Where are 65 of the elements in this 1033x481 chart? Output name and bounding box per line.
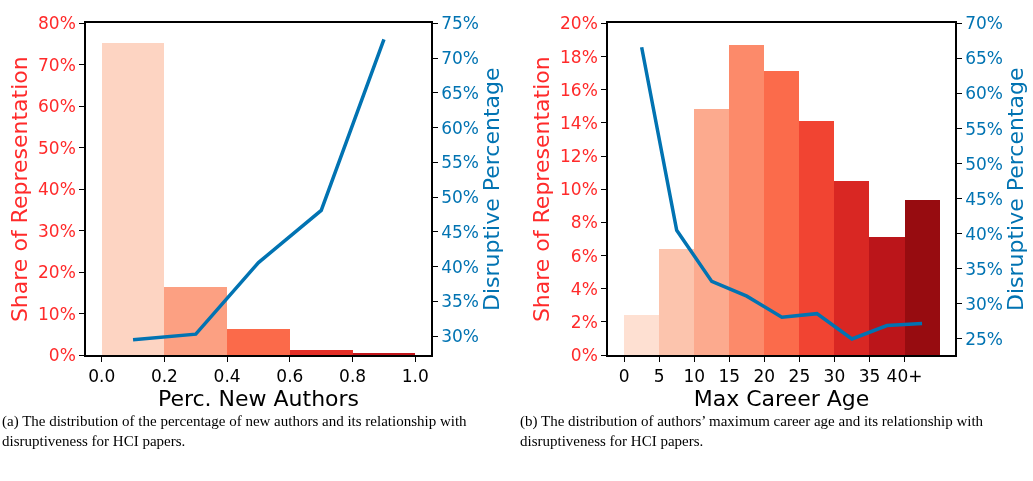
y-tick-label: 10%: [38, 303, 76, 324]
x-tick-label: 0.0: [88, 366, 116, 387]
y-tick-label: 14%: [560, 112, 598, 133]
y2-tick-label: 65%: [441, 82, 479, 103]
y2-tick-label: 30%: [965, 293, 1003, 314]
y-tick-label: 4%: [570, 278, 598, 299]
x-tick-label: 15: [718, 366, 741, 387]
y-tick-label: 8%: [570, 212, 598, 233]
x-tick-label: 0: [618, 366, 630, 387]
text: (b) The distribution of authors’ maximum career age and its relationship with disruptiveness for HCI papers.: [520, 413, 984, 449]
x-tick-label: 35: [858, 366, 881, 387]
y2-tick-label: 70%: [441, 48, 479, 69]
y-tick-label: 30%: [38, 220, 76, 241]
y2-tick-label: 30%: [441, 326, 479, 347]
y-tick-label: 16%: [560, 79, 598, 100]
y2-tick-label: 40%: [441, 256, 479, 277]
y2-tick-label: 45%: [965, 188, 1003, 209]
x-tick-label: 30: [823, 366, 846, 387]
y-tick-label: 60%: [38, 96, 76, 117]
y2-tick-label: 35%: [441, 291, 479, 312]
y-tick-label: 10%: [560, 179, 598, 200]
y-axis-title: Share of Representation: [529, 56, 555, 323]
line-series: [131, 37, 386, 342]
x-tick-label: 0.2: [150, 366, 178, 387]
x-tick-label: 1.0: [401, 366, 429, 387]
x-tick-label: 20: [753, 366, 776, 387]
x-tick-label: 5: [653, 366, 665, 387]
y-tick-label: 70%: [38, 54, 76, 75]
x-axis-title: Perc. New Authors: [157, 386, 360, 412]
y2-tick-label: 25%: [965, 328, 1003, 349]
y-tick-label: 6%: [570, 245, 598, 266]
y-tick-label: 0%: [48, 344, 76, 365]
y2-axis-title: Disruptive Percentage: [478, 67, 504, 311]
y2-tick-label: 40%: [965, 223, 1003, 244]
y-tick-label: 20%: [560, 13, 598, 34]
y-tick-label: 20%: [38, 262, 76, 283]
y2-tick-label: 60%: [441, 117, 479, 138]
y2-tick-label: 75%: [441, 13, 479, 34]
y2-axis-title: Disruptive Percentage: [1002, 67, 1028, 311]
y-tick-label: 80%: [38, 13, 76, 34]
y2-tick-label: 65%: [965, 48, 1003, 69]
y-tick-label: 2%: [570, 311, 598, 332]
x-tick-label: 0.8: [339, 366, 367, 387]
y-tick-label: 40%: [38, 179, 76, 200]
y-tick-label: 0%: [570, 344, 598, 365]
y2-tick-label: 60%: [965, 83, 1003, 104]
y2-tick-label: 55%: [441, 152, 479, 173]
x-tick-label: 0.6: [276, 366, 304, 387]
y2-tick-label: 55%: [965, 118, 1003, 139]
x-tick-label: 10: [683, 366, 706, 387]
x-tick-label: 40+: [886, 366, 923, 387]
x-tick-label: 0.4: [213, 366, 241, 387]
line-series: [639, 45, 924, 341]
y2-tick-label: 50%: [965, 153, 1003, 174]
y-axis-title: Share of Representation: [7, 56, 33, 323]
x-axis-title: Max Career Age: [693, 386, 870, 412]
text: (a) The distribution of the percentage of new authors and its relationship with disruptiveness for HCI papers.: [2, 413, 468, 449]
y-tick-label: 18%: [560, 46, 598, 67]
y2-tick-label: 70%: [965, 13, 1003, 34]
x-tick-label: 25: [788, 366, 811, 387]
y-tick-label: 12%: [560, 146, 598, 167]
y2-tick-label: 35%: [965, 258, 1003, 279]
y2-tick-label: 45%: [441, 221, 479, 242]
y-tick-label: 50%: [38, 137, 76, 158]
y2-tick-label: 50%: [441, 187, 479, 208]
